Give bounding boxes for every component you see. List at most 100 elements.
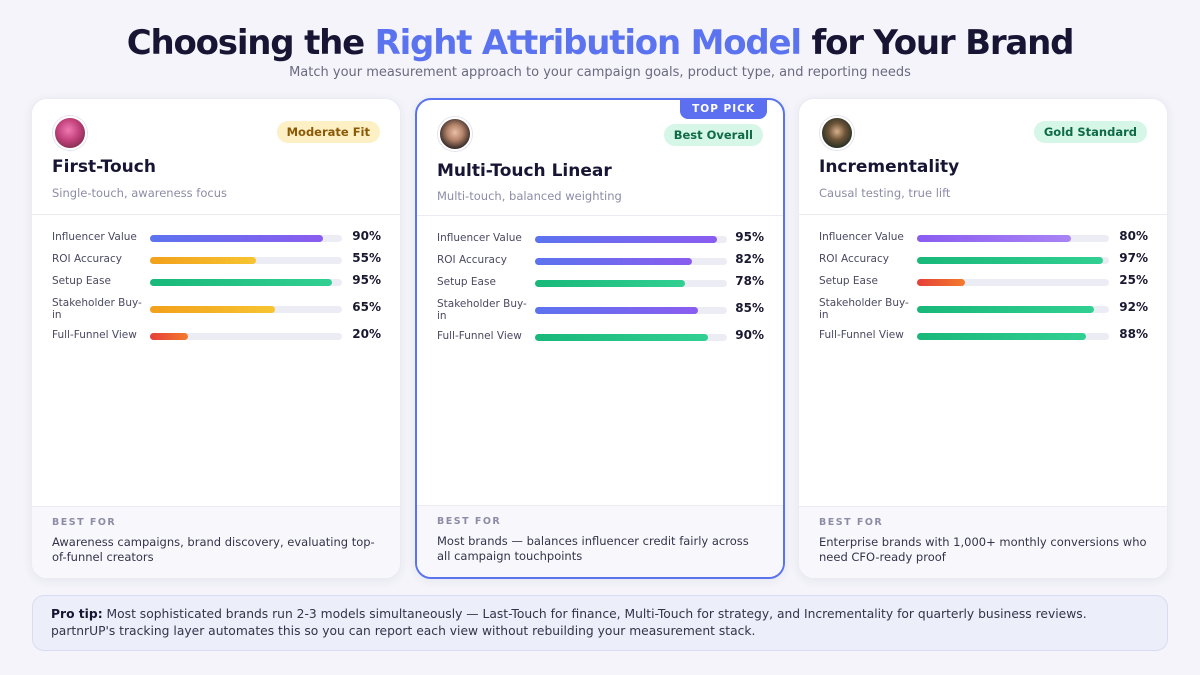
avatar [53,116,87,150]
card-header: Moderate Fit First-Touch Single-touch, a… [32,99,400,215]
metric-row: ROI Accuracy 97% [799,250,1167,272]
best-for-label: BEST FOR [52,517,117,528]
metric-bar-track [535,258,727,265]
metric-value: 55% [352,251,381,265]
metric-row: Influencer Value 80% [799,228,1167,250]
metric-row: Full-Funnel View 20% [32,326,400,348]
metric-row: Influencer Value 95% [417,229,783,251]
metric-bar-track [917,257,1109,264]
metric-label: ROI Accuracy [819,253,889,265]
metric-row: Stakeholder Buy-in 65% [32,294,400,326]
metric-bar-fill [150,306,275,313]
best-for-section: BEST FOR Most brands — balances influenc… [417,505,783,577]
best-for-label: BEST FOR [819,517,884,528]
metric-bar-fill [917,235,1071,242]
metric-value: 90% [735,328,764,342]
metric-label: Full-Funnel View [437,330,522,342]
metric-label: ROI Accuracy [437,254,507,266]
best-for-text: Most brands — balances influencer credit… [437,534,749,563]
metric-bar-fill [535,258,693,265]
card-header: TOP PICK Best Overall Multi-Touch Linear… [417,100,783,216]
model-description: Multi-touch, balanced weighting [437,189,622,203]
metrics-list: Influencer Value 95% ROI Accuracy 82% Setup … [417,216,783,349]
metric-label: ROI Accuracy [52,253,122,265]
title-text-end: for Your Brand [800,23,1074,63]
title-text: Choosing the [126,23,375,63]
model-description: Single-touch, awareness focus [52,186,227,200]
metric-bar-fill [917,306,1094,313]
model-name: First-Touch [52,157,156,177]
card-first-touch: Moderate Fit First-Touch Single-touch, a… [31,98,401,579]
metric-value: 20% [352,327,381,341]
model-description: Causal testing, true lift [819,186,951,200]
card-incrementality: Gold Standard Incrementality Causal test… [798,98,1168,579]
best-for-label: BEST FOR [437,516,502,527]
metric-label: Stakeholder Buy-in [819,297,909,321]
metric-label: Influencer Value [52,231,137,243]
metric-row: Full-Funnel View 88% [799,326,1167,348]
metric-value: 82% [735,252,764,266]
avatar [820,116,854,150]
model-name: Incrementality [819,157,960,177]
model-name: Multi-Touch Linear [437,161,612,181]
metric-bar-track [535,307,727,314]
metric-label: Stakeholder Buy-in [437,298,527,322]
metric-bar-track [150,257,342,264]
metric-row: Stakeholder Buy-in 85% [417,295,783,327]
metric-bar-track [917,235,1109,242]
metric-bar-track [150,279,342,286]
fit-badge: Moderate Fit [276,121,380,143]
metric-label: Full-Funnel View [52,329,137,341]
metric-bar-fill [535,236,718,243]
best-for-section: BEST FOR Enterprise brands with 1,000+ m… [799,506,1167,578]
card-multi-touch-linear: TOP PICK Best Overall Multi-Touch Linear… [415,98,785,579]
metric-value: 80% [1119,229,1148,243]
metrics-list: Influencer Value 90% ROI Accuracy 55% Setup … [32,215,400,348]
metric-bar-track [917,333,1109,340]
metric-row: Influencer Value 90% [32,228,400,250]
metric-value: 25% [1119,273,1148,287]
top-pick-ribbon: TOP PICK [680,100,767,119]
page-title: Choosing the Right Attribution Model for… [0,22,1200,64]
metric-value: 92% [1119,300,1148,314]
metric-bar-fill [150,333,189,340]
metric-bar-track [150,333,342,340]
metric-label: Stakeholder Buy-in [52,297,142,321]
metric-row: Stakeholder Buy-in 92% [799,294,1167,326]
metric-bar-track [917,279,1109,286]
metric-bar-fill [150,257,256,264]
metric-bar-fill [535,334,708,341]
metric-bar-track [535,280,727,287]
metric-label: Influencer Value [437,232,522,244]
page-subtitle: Match your measurement approach to your … [289,65,911,80]
metric-row: ROI Accuracy 55% [32,250,400,272]
metric-value: 88% [1119,327,1148,341]
metric-row: Setup Ease 95% [32,272,400,294]
metric-bar-track [150,306,342,313]
metrics-list: Influencer Value 80% ROI Accuracy 97% Setup … [799,215,1167,348]
metric-row: ROI Accuracy 82% [417,251,783,273]
metric-bar-track [917,306,1109,313]
metric-bar-fill [917,333,1086,340]
metric-value: 85% [735,301,764,315]
avatar [438,117,472,151]
metric-label: Setup Ease [437,276,496,288]
metric-label: Setup Ease [52,275,111,287]
metric-bar-track [535,236,727,243]
metric-label: Setup Ease [819,275,878,287]
metric-bar-fill [150,279,333,286]
page-header: Choosing the Right Attribution Model for… [0,22,1200,80]
metric-value: 95% [735,230,764,244]
title-highlight: Right Attribution Model [374,23,802,63]
metric-bar-fill [150,235,323,242]
best-for-text: Enterprise brands with 1,000+ monthly co… [819,535,1147,564]
metric-bar-fill [535,307,699,314]
metric-bar-fill [535,280,685,287]
metric-row: Setup Ease 78% [417,273,783,295]
metric-value: 78% [735,274,764,288]
metric-row: Full-Funnel View 90% [417,327,783,349]
metric-label: Full-Funnel View [819,329,904,341]
metric-bar-fill [917,279,965,286]
metric-bar-fill [917,257,1104,264]
metric-bar-track [535,334,727,341]
